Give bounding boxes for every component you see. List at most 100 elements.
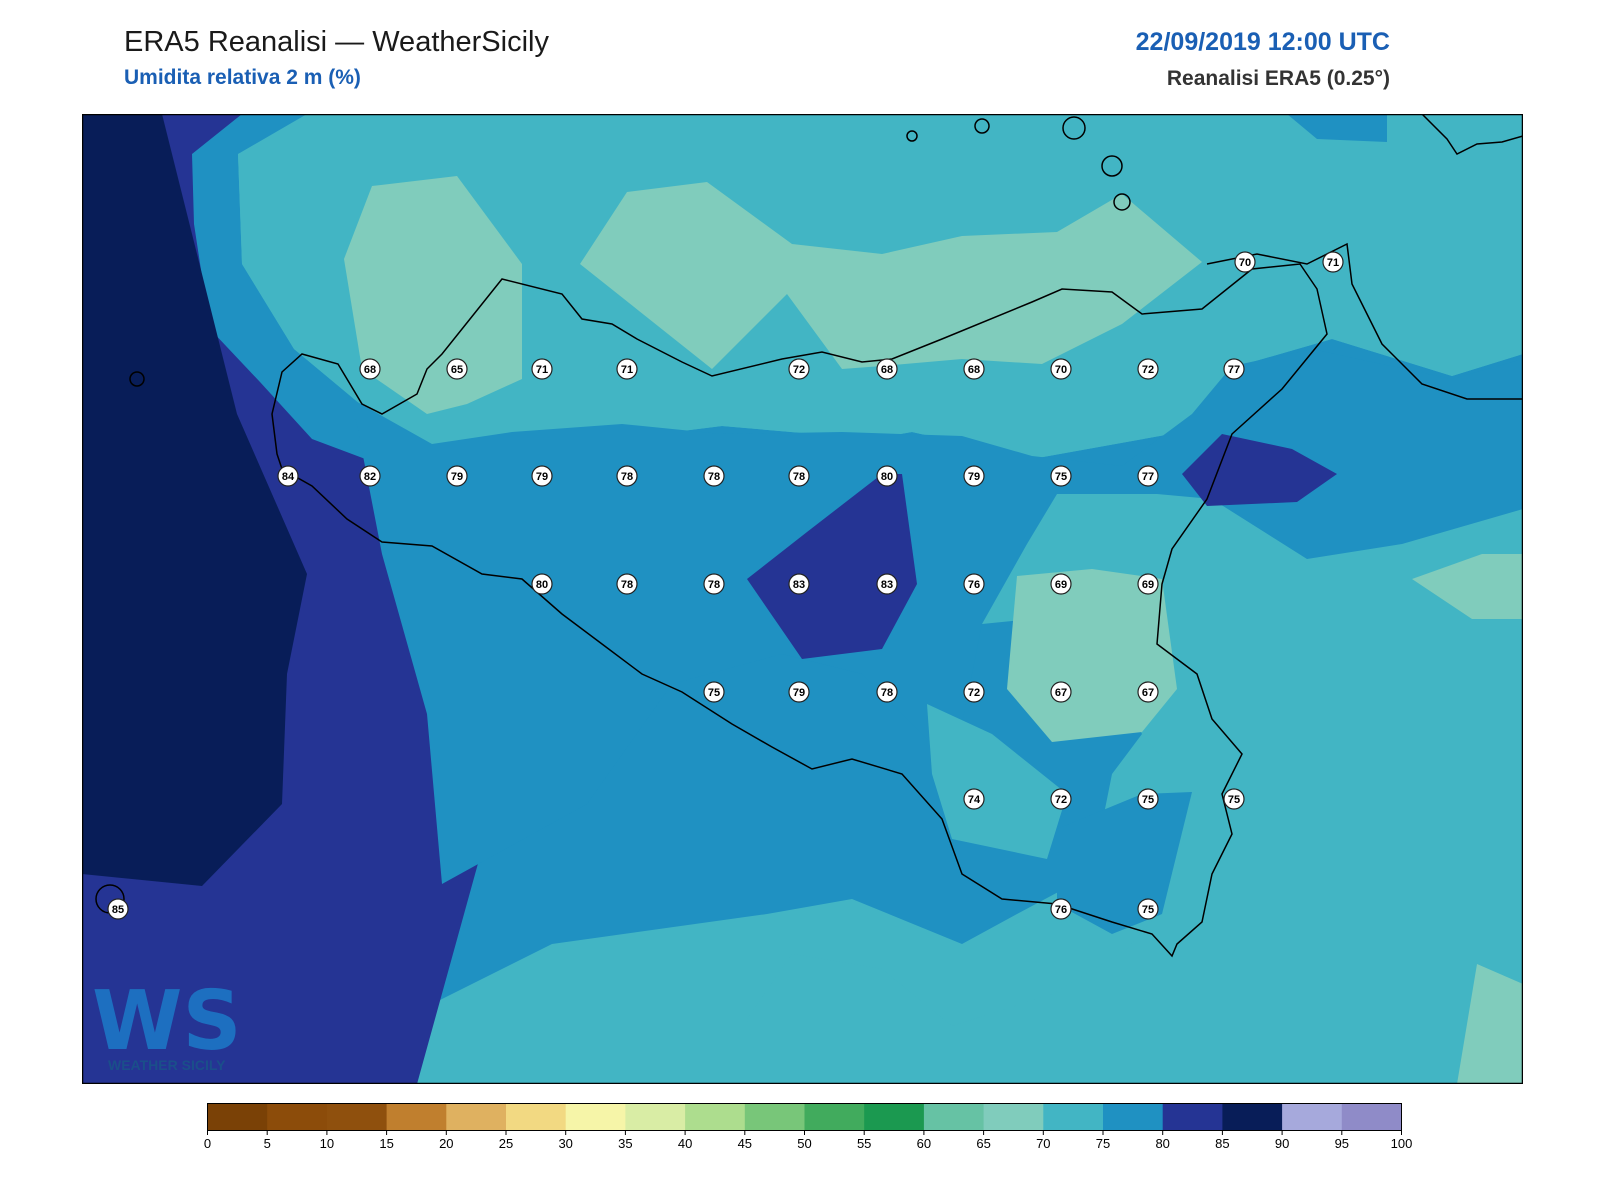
station-marker: 78 (616, 573, 638, 595)
station-value: 79 (793, 687, 805, 699)
station-marker: 75 (1137, 788, 1159, 810)
colorbar-swatch (804, 1103, 865, 1131)
station-value: 83 (793, 579, 805, 591)
colorbar-swatch (983, 1103, 1044, 1131)
station-marker: 78 (703, 465, 725, 487)
station-marker: 72 (1050, 788, 1072, 810)
station-circle (1050, 898, 1072, 920)
station-marker: 79 (531, 465, 553, 487)
station-marker: 65 (446, 358, 468, 380)
station-circle (876, 465, 898, 487)
station-marker: 79 (963, 465, 985, 487)
colorbar-swatch (565, 1103, 626, 1131)
station-circle (616, 358, 638, 380)
station-value: 72 (793, 364, 805, 376)
station-marker: 71 (531, 358, 553, 380)
station-marker: 68 (963, 358, 985, 380)
logo-text: WEATHER SICILY (108, 1057, 226, 1073)
island-egadi (129, 371, 145, 387)
station-circle (876, 358, 898, 380)
island-aeolian-1 (906, 130, 918, 142)
colorbar-tick-label: 70 (1036, 1136, 1050, 1151)
zone-65-70-east (1007, 569, 1177, 742)
station-value: 75 (1142, 794, 1154, 806)
colorbar-tick-label: 85 (1215, 1136, 1229, 1151)
zone-65-70-far-east (1412, 554, 1523, 619)
station-circle (1050, 681, 1072, 703)
zone-80-85-central (747, 474, 917, 659)
station-circle (703, 573, 725, 595)
station-value: 80 (881, 471, 893, 483)
station-circle (963, 788, 985, 810)
station-value: 69 (1142, 579, 1154, 591)
station-circle (1223, 358, 1245, 380)
station-marker: 71 (1322, 251, 1344, 273)
colorbar-ticks: 0 5 10 15 20 25 30 35 40 45 50 55 60 65 70 75 80 85 90 95 10… (204, 1130, 1412, 1151)
logo-letters: WS (92, 974, 242, 1069)
station-marker: 70 (1234, 251, 1256, 273)
station-circle (531, 573, 553, 595)
station-circle (963, 358, 985, 380)
island-aeolian-2 (974, 118, 990, 134)
colorbar-swatch (506, 1103, 567, 1131)
colorbar-swatch (1341, 1103, 1402, 1131)
coastline-sicily (271, 263, 1328, 958)
station-marker: 74 (963, 788, 985, 810)
map-subtitle: Umidita relativa 2 m (%) (124, 66, 361, 89)
station-value: 75 (708, 687, 720, 699)
station-value: 67 (1142, 687, 1154, 699)
station-circle (531, 465, 553, 487)
colorbar-tick-label: 80 (1155, 1136, 1169, 1151)
station-marker: 78 (876, 681, 898, 703)
station-circle (1050, 573, 1072, 595)
station-marker: 77 (1223, 358, 1245, 380)
station-value: 68 (364, 364, 376, 376)
station-marker: 76 (1050, 898, 1072, 920)
station-value: 70 (1055, 364, 1067, 376)
station-value: 75 (1228, 794, 1240, 806)
station-marker: 69 (1050, 573, 1072, 595)
station-value: 72 (1055, 794, 1067, 806)
colorbar-tick-label: 5 (264, 1136, 271, 1151)
station-value: 71 (1327, 257, 1339, 269)
station-circle (876, 681, 898, 703)
station-circle (788, 681, 810, 703)
station-marker: 78 (788, 465, 810, 487)
station-circle (963, 573, 985, 595)
station-value: 78 (621, 579, 633, 591)
station-marker: 80 (531, 573, 553, 595)
station-value: 72 (1142, 364, 1154, 376)
colorbar-tick-label: 65 (976, 1136, 990, 1151)
station-circle (107, 898, 129, 920)
station-marker: 67 (1137, 681, 1159, 703)
station-circle (616, 573, 638, 595)
colorbar-tick-label: 15 (379, 1136, 393, 1151)
colorbar-tick-label: 0 (204, 1136, 211, 1151)
station-circle (1137, 681, 1159, 703)
station-marker: 82 (359, 465, 381, 487)
station-value: 84 (282, 471, 295, 483)
station-value: 69 (1055, 579, 1067, 591)
colorbar-swatch (744, 1103, 805, 1131)
station-value: 78 (708, 471, 720, 483)
station-marker: 75 (703, 681, 725, 703)
colorbar-tick-label: 35 (618, 1136, 632, 1151)
station-marker: 69 (1137, 573, 1159, 595)
zone-65-70-nw (344, 176, 522, 414)
station-value: 79 (451, 471, 463, 483)
island-aeolian-4 (1101, 155, 1123, 177)
zone-65-70-north-center (580, 182, 1202, 369)
station-value: 75 (1055, 471, 1067, 483)
station-marker: 70 (1050, 358, 1072, 380)
station-circle (277, 465, 299, 487)
station-value: 80 (536, 579, 548, 591)
station-value: 79 (968, 471, 980, 483)
stations-layer: 68 65 71 71 72 68 68 70 72 77 70 71 84 82 79 79 78 78 78 80… (107, 251, 1344, 920)
colorbar-swatch (207, 1103, 268, 1131)
station-value: 72 (968, 687, 980, 699)
station-marker: 83 (876, 573, 898, 595)
station-circle (963, 681, 985, 703)
colorbar-tick-label: 30 (558, 1136, 572, 1151)
zone-85-90-west (82, 114, 307, 886)
colorbar-swatches (207, 1103, 1402, 1131)
